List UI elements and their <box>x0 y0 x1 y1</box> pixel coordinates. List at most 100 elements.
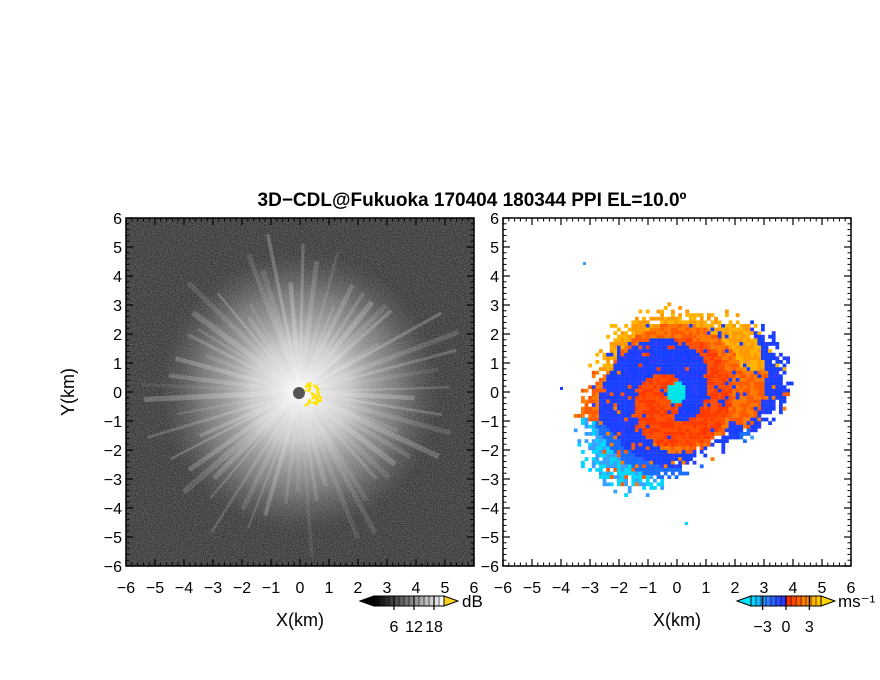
velocity-cell <box>663 464 668 469</box>
velocity-cell <box>595 457 600 461</box>
velocity-cell <box>678 349 682 353</box>
velocity-cell <box>681 334 686 339</box>
velocity-cell <box>645 493 650 497</box>
velocity-cell <box>739 403 744 407</box>
velocity-cell <box>667 388 672 393</box>
velocity-cell <box>663 403 668 407</box>
velocity-cell <box>757 370 762 375</box>
velocity-cell <box>649 327 654 332</box>
velocity-cell <box>735 320 740 325</box>
velocity-cell <box>624 370 628 375</box>
velocity-cell <box>782 392 787 397</box>
velocity-cell <box>678 460 682 465</box>
velocity-cell <box>721 432 726 436</box>
velocity-cell <box>732 385 736 389</box>
velocity-cell <box>645 435 650 440</box>
velocity-cell <box>685 414 690 418</box>
velocity-cell <box>624 439 628 443</box>
velocity-cell <box>685 345 690 350</box>
velocity-cell <box>689 374 693 379</box>
velocity-cell <box>660 417 664 422</box>
velocity-cell <box>667 381 672 386</box>
velocity-cell <box>725 410 729 415</box>
velocity-cell <box>617 421 621 425</box>
intensity-colorbar-tick-labels: 6 12 18 <box>390 619 443 636</box>
velocity-cell <box>591 388 596 393</box>
velocity-cell <box>660 486 664 490</box>
velocity-cell <box>721 414 726 418</box>
velocity-cell <box>620 406 625 411</box>
doppler-x-tick-label: 1 <box>702 580 711 597</box>
velocity-cell <box>667 327 672 332</box>
velocity-cell <box>642 338 646 343</box>
velocity-cell <box>620 360 625 364</box>
velocity-cell <box>620 349 625 353</box>
velocity-cell <box>635 378 639 382</box>
velocity-cell <box>656 363 661 368</box>
velocity-cell <box>617 349 621 353</box>
velocity-cell <box>728 363 733 368</box>
velocity-cell <box>707 367 711 371</box>
velocity-cell <box>642 460 646 465</box>
intensity-streak <box>298 389 412 459</box>
velocity-cell <box>602 414 607 418</box>
velocity-cell <box>717 370 722 375</box>
velocity-cell <box>779 396 783 400</box>
velocity-cell <box>627 489 632 494</box>
velocity-cell <box>725 370 729 375</box>
velocity-cell <box>728 342 733 346</box>
velocity-cell <box>656 327 661 332</box>
velocity-cell <box>771 334 776 339</box>
velocity-cell <box>638 478 643 483</box>
velocity-cell <box>620 482 625 487</box>
velocity-cell <box>678 396 682 400</box>
velocity-cell <box>660 450 664 454</box>
velocity-cell <box>645 327 650 332</box>
velocity-cell <box>671 338 675 343</box>
velocity-cell <box>581 460 585 465</box>
velocity-cell <box>631 392 636 397</box>
chart-title: 3D−CDL@Fukuoka 170404 180344 PPI EL=10.0… <box>258 190 687 211</box>
velocity-cell <box>671 468 675 472</box>
velocity-cell <box>599 446 603 451</box>
velocity-cell <box>638 421 643 425</box>
velocity-cell <box>602 410 607 415</box>
velocity-cell <box>721 406 726 411</box>
velocity-cell <box>696 360 700 364</box>
velocity-cell <box>710 396 715 400</box>
velocity-cell <box>671 316 675 321</box>
velocity-cell <box>757 349 762 353</box>
velocity-cell <box>717 392 722 397</box>
velocity-cell <box>631 410 636 415</box>
velocity-cell <box>764 417 769 422</box>
velocity-cell <box>617 410 621 415</box>
intensity-y-axis-label: Y(km) <box>58 368 78 416</box>
velocity-cell <box>678 468 682 472</box>
intensity-streak <box>298 391 314 558</box>
velocity-cell <box>642 439 646 443</box>
velocity-cell <box>613 468 618 472</box>
velocity-cell <box>635 388 639 393</box>
intensity-streak <box>299 329 460 395</box>
velocity-cell <box>771 399 776 404</box>
velocity-cell <box>671 446 675 451</box>
velocity-cell <box>631 450 636 454</box>
doppler-y-tick-label: 0 <box>490 385 499 402</box>
intensity-y-tick-label: −5 <box>104 530 122 547</box>
velocity-cell <box>656 460 661 465</box>
velocity-cell <box>685 417 690 422</box>
doppler-y-tick-label: −6 <box>481 559 499 576</box>
velocity-cell <box>739 367 744 371</box>
velocity-cell <box>649 374 654 379</box>
velocity-cell <box>649 435 654 440</box>
velocity-cell <box>717 410 722 415</box>
velocity-cell <box>746 374 751 379</box>
velocity-cell <box>649 334 654 339</box>
velocity-cell <box>782 370 787 375</box>
velocity-cell <box>663 460 668 465</box>
velocity-cell <box>663 457 668 461</box>
velocity-cell <box>642 486 646 490</box>
velocity-cell <box>714 338 718 343</box>
velocity-cell <box>642 410 646 415</box>
velocity-cell <box>609 457 614 461</box>
